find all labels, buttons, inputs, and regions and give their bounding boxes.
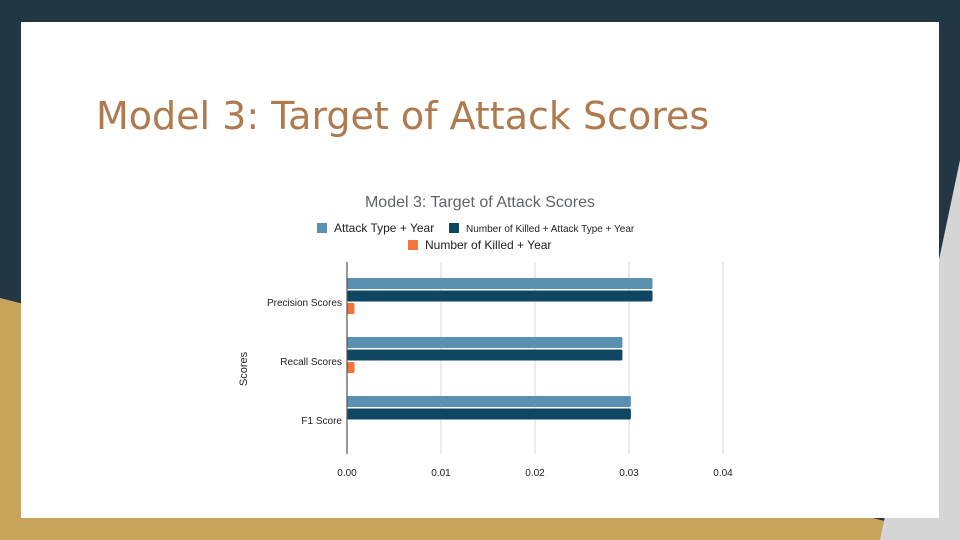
- slide: Model 3: Target of Attack Scores Model 3…: [21, 22, 939, 518]
- bar-3-1[interactable]: [347, 303, 355, 314]
- y-axis-title: Scores: [238, 351, 250, 386]
- slide-title: Model 3: Target of Attack Scores: [96, 94, 710, 138]
- bar-1-2[interactable]: [347, 337, 623, 348]
- bar-2-3[interactable]: [347, 408, 631, 420]
- x-tick-label: 0.01: [431, 468, 451, 479]
- legend-item-3[interactable]: Number of Killed + Year: [408, 238, 551, 252]
- y-tick-labels: Precision Scores Recall Scores F1 Score: [267, 298, 342, 427]
- y-tick-label-precision: Precision Scores: [267, 298, 342, 309]
- x-tick-label: 0.02: [525, 468, 545, 479]
- legend-swatch-2: [449, 223, 459, 233]
- bar-1-3[interactable]: [347, 396, 631, 407]
- chart-title: Model 3: Target of Attack Scores: [365, 194, 595, 211]
- legend: Attack Type + Year Number of Killed + At…: [317, 221, 635, 252]
- y-tick-label-f1: F1 Score: [301, 416, 342, 427]
- legend-label-1: Attack Type + Year: [334, 221, 434, 235]
- bar-2-1[interactable]: [347, 290, 653, 302]
- bar-3-2[interactable]: [347, 362, 355, 373]
- x-tick-label: 0.00: [337, 468, 357, 479]
- y-tick-label-recall: Recall Scores: [280, 357, 342, 368]
- x-tick-label: 0.03: [619, 468, 639, 479]
- x-tick-labels: 0.00 0.01 0.02 0.03 0.04: [337, 468, 733, 479]
- legend-label-2: Number of Killed + Attack Type + Year: [466, 224, 635, 235]
- bar-2-2[interactable]: [347, 349, 623, 361]
- bar-1-1[interactable]: [347, 278, 653, 289]
- legend-label-3: Number of Killed + Year: [425, 238, 551, 252]
- bar-chart: Model 3: Target of Attack Scores Attack …: [238, 194, 733, 479]
- legend-swatch-3: [408, 240, 418, 250]
- legend-item-2[interactable]: Number of Killed + Attack Type + Year: [449, 223, 635, 235]
- legend-item-1[interactable]: Attack Type + Year: [317, 221, 434, 235]
- bars: [347, 278, 653, 420]
- x-tick-label: 0.04: [713, 468, 733, 479]
- legend-swatch-1: [317, 223, 327, 233]
